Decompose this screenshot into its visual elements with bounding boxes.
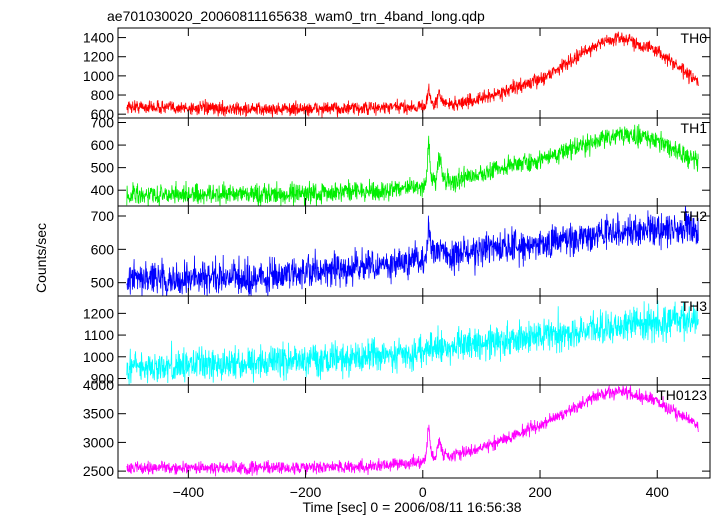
y-axis-label: Counts/sec xyxy=(33,223,49,293)
y-tick-label: 2500 xyxy=(83,463,114,479)
y-tick-label: 900 xyxy=(91,370,115,386)
panel-th2: 500 600 700 TH2 xyxy=(91,205,711,297)
y-tick-label: 600 xyxy=(91,241,115,257)
panel-label: TH0 xyxy=(681,30,708,46)
y-tick-label: 1200 xyxy=(83,305,114,321)
y-tick-label: 3000 xyxy=(83,434,114,450)
y-tick-label: 500 xyxy=(91,275,115,291)
y-tick-label: 600 xyxy=(91,137,115,153)
lightcurve-th0123 xyxy=(126,385,699,477)
y-tick-label: 1200 xyxy=(83,49,114,65)
panel-label: TH2 xyxy=(681,208,708,224)
panel-th0: 600 800 1000 1200 1400 TH0 xyxy=(83,27,711,122)
y-tick-label: 1000 xyxy=(83,68,114,84)
lightcurve-th2 xyxy=(126,206,699,296)
x-tick-label: 400 xyxy=(646,484,670,500)
y-tick-label: 400 xyxy=(91,182,115,198)
x-tick-label: −400 xyxy=(173,484,205,500)
x-axis-label: Time [sec] 0 = 2006/08/11 16:56:38 xyxy=(302,499,521,515)
lightcurve-th0 xyxy=(126,31,699,118)
lightcurve-th3 xyxy=(126,300,699,385)
y-tick-label: 3500 xyxy=(83,406,114,422)
panel-label: TH1 xyxy=(681,120,708,136)
x-tick-label: 200 xyxy=(528,484,552,500)
y-tick-label: 600 xyxy=(91,106,115,122)
y-tick-label: 700 xyxy=(91,115,115,131)
y-tick-label: 1100 xyxy=(84,327,114,343)
y-tick-label: 4000 xyxy=(83,377,114,393)
y-tick-label: 800 xyxy=(91,87,115,103)
panel-th0123: 2500 3000 3500 4000 TH0123 xyxy=(83,377,711,479)
panel-frame xyxy=(117,384,711,479)
lightcurve-th1 xyxy=(126,124,699,206)
chart-title: ae701030020_20060811165638_wam0_trn_4ban… xyxy=(107,8,485,24)
y-tick-label: 500 xyxy=(91,160,115,176)
y-tick-label: 1400 xyxy=(83,30,114,46)
panel-label: TH0123 xyxy=(657,387,707,403)
y-tick-label: 700 xyxy=(91,208,115,224)
x-tick-label: −200 xyxy=(290,484,322,500)
panel-label: TH3 xyxy=(681,298,708,314)
y-tick-label: 1000 xyxy=(83,349,114,365)
panel-th1: 400 500 600 700 TH1 xyxy=(91,115,711,207)
panel-th3: 900 1000 1100 1200 TH3 xyxy=(83,295,711,386)
x-tick-label: 0 xyxy=(419,484,427,500)
